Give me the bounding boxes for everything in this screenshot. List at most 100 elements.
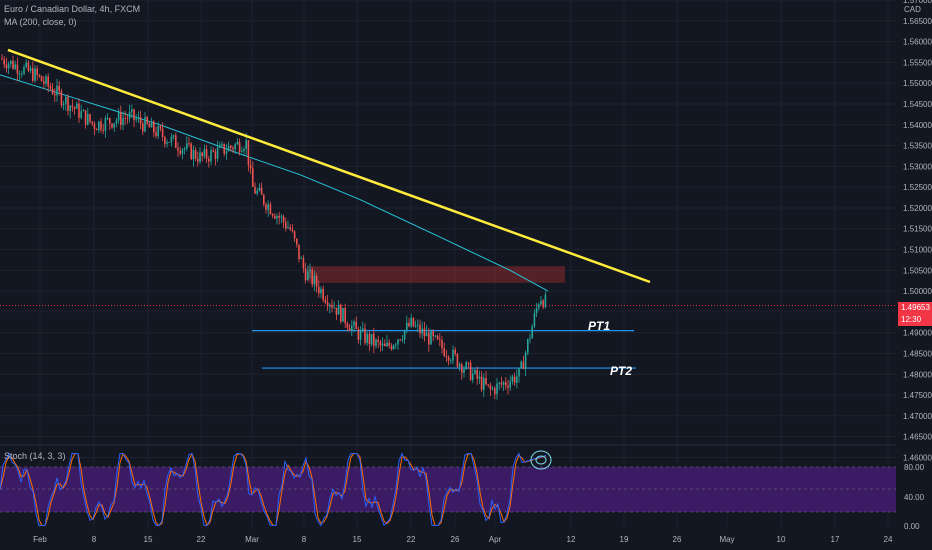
- candle-body: [544, 294, 547, 308]
- candle-body: [403, 330, 406, 340]
- stoch-overbought-oversold-band: [0, 467, 896, 512]
- symbol-title[interactable]: Euro / Canadian Dollar, 4h, FXCM: [4, 4, 141, 14]
- last-price-tag: 1.49653: [898, 302, 932, 314]
- candle-body: [368, 333, 371, 345]
- candle-body: [60, 91, 63, 106]
- candle-body: [516, 376, 518, 383]
- candle-body: [230, 145, 232, 148]
- ma-indicator-label[interactable]: MA (200, close, 0): [4, 17, 77, 27]
- candle-body: [100, 121, 102, 130]
- candle-body: [135, 119, 137, 120]
- time-tick-label: May: [719, 535, 734, 544]
- resistance-zone[interactable]: [308, 266, 565, 283]
- candle-body: [353, 321, 355, 326]
- candle-body: [177, 147, 179, 151]
- candle-body: [38, 75, 41, 77]
- candle-body: [150, 121, 153, 128]
- candle-body: [419, 324, 421, 334]
- candle-body: [531, 326, 533, 339]
- candle-body: [533, 312, 536, 327]
- candle-body: [98, 121, 100, 131]
- candle-body: [210, 150, 212, 162]
- candle-body: [267, 204, 269, 210]
- candle-body: [454, 349, 456, 354]
- price-axis[interactable]: 1.57000 1.56500 1.56000 1.55500 1.55000 1.545…: [903, 0, 932, 462]
- price-tick-label: 1.50500: [903, 266, 932, 275]
- candle-body: [315, 275, 318, 287]
- stoch-highlight-circle[interactable]: [530, 450, 552, 470]
- candle-body: [524, 352, 527, 369]
- candle-body: [14, 64, 16, 69]
- time-tick-label: Feb: [33, 535, 47, 544]
- candle-body: [124, 118, 126, 119]
- price-tick-label: 1.55500: [903, 58, 932, 67]
- candle-body: [390, 345, 393, 350]
- candle-body: [483, 377, 485, 390]
- candle-body: [256, 190, 258, 194]
- price-tick-label: 1.57000: [903, 0, 932, 5]
- candle-body: [337, 304, 340, 315]
- candle-body: [285, 222, 287, 229]
- candle-body: [320, 288, 322, 294]
- candlestick-series: [1, 54, 547, 400]
- time-tick-label: 17: [831, 535, 840, 544]
- candle-body: [502, 382, 505, 385]
- moving-average-line: [0, 74, 549, 292]
- candle-body: [102, 129, 104, 131]
- candle-body: [153, 121, 155, 133]
- candle-body: [219, 145, 221, 148]
- stoch-highlight-inner-circle: [535, 455, 547, 465]
- time-tick-label: 26: [451, 535, 460, 544]
- candle-body: [40, 76, 43, 82]
- time-axis[interactable]: Feb 8 15 22 Mar 8 15 22 26 Apr 12 19 26 May 10 17 24: [33, 535, 893, 544]
- price-tick-label: 1.52000: [903, 204, 932, 213]
- price-tick-label: 1.47500: [903, 391, 932, 400]
- pt2-label: PT2: [610, 364, 632, 378]
- candle-body: [56, 85, 58, 96]
- candle-body: [27, 62, 30, 71]
- candle-body: [397, 339, 399, 345]
- candle-body: [520, 361, 522, 368]
- candle-body: [157, 126, 159, 137]
- candle-body: [95, 129, 98, 131]
- candle-body: [188, 143, 190, 145]
- stoch-tick-label: 40.00: [904, 493, 925, 502]
- candle-body: [278, 215, 280, 218]
- candle-body: [412, 317, 415, 327]
- candle-body: [507, 385, 509, 388]
- candle-body: [535, 307, 538, 313]
- candle-body: [80, 111, 82, 118]
- time-tick-label: 26: [673, 535, 682, 544]
- candle-body: [500, 382, 503, 385]
- candle-body: [311, 269, 313, 285]
- candle-body: [377, 339, 379, 342]
- candle-body: [425, 332, 428, 337]
- candle-body: [155, 132, 157, 137]
- candle-body: [23, 66, 25, 74]
- candle-body: [84, 110, 87, 125]
- candle-body: [168, 142, 170, 144]
- candle-body: [480, 376, 483, 390]
- candle-body: [133, 109, 135, 120]
- countdown-tag: 12:30: [898, 314, 932, 326]
- candle-body: [384, 343, 386, 347]
- candle-body: [21, 73, 23, 75]
- stoch-indicator-label[interactable]: Stoch (14, 3, 3): [4, 451, 66, 461]
- candle-body: [260, 187, 263, 195]
- candle-body: [7, 63, 10, 69]
- candle-body: [36, 68, 38, 76]
- candle-body: [62, 103, 65, 106]
- candle-body: [527, 339, 529, 353]
- candle-body: [463, 368, 465, 373]
- candle-body: [47, 76, 49, 87]
- candle-body: [263, 194, 265, 205]
- candle-body: [238, 141, 241, 153]
- candle-body: [181, 149, 184, 154]
- candle-body: [386, 342, 388, 347]
- price-tick-label: 1.46500: [903, 433, 932, 442]
- stoch-tick-label: 80.00: [904, 463, 925, 472]
- trendline[interactable]: [7, 48, 651, 284]
- candle-body: [326, 302, 329, 307]
- stoch-tick-label: 0.00: [904, 522, 920, 531]
